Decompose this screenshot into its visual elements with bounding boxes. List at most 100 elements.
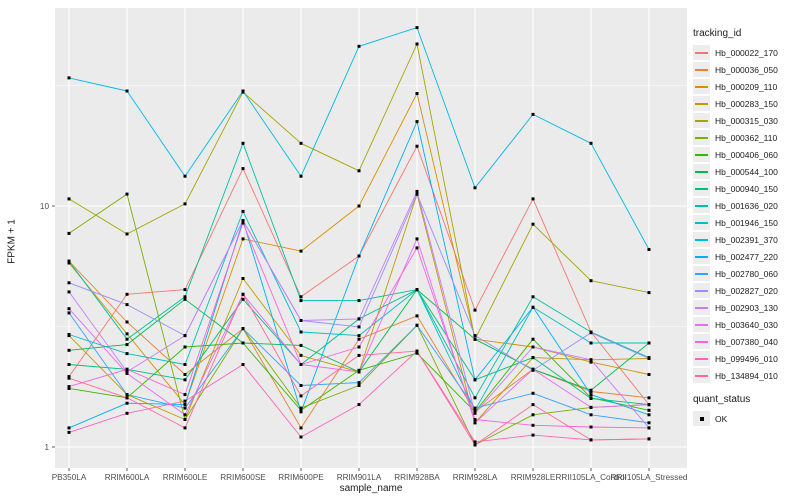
legend-line-icon	[695, 340, 708, 343]
data-point	[183, 295, 187, 299]
data-point	[415, 120, 419, 124]
data-point	[299, 394, 303, 398]
legend-line-icon	[695, 51, 708, 54]
legend-key-swatch	[693, 300, 710, 315]
data-point	[125, 292, 129, 296]
data-point	[647, 248, 651, 251]
legend-item-Hb_003640_030: Hb_003640_030	[693, 316, 799, 333]
legend-line-icon	[695, 374, 708, 377]
legend-item-Hb_000544_100: Hb_000544_100	[693, 163, 799, 180]
data-point	[299, 406, 303, 410]
data-point	[531, 222, 535, 226]
data-point	[357, 317, 361, 321]
data-point	[415, 42, 419, 46]
data-point	[125, 411, 129, 415]
data-point	[589, 388, 593, 392]
data-point	[473, 378, 477, 382]
x-tick-label: RRII105LA_Stressed	[611, 473, 688, 482]
data-point	[473, 396, 477, 400]
data-point	[299, 353, 303, 357]
legend-line-icon	[695, 102, 708, 105]
data-point	[415, 323, 419, 327]
data-point	[125, 303, 129, 307]
data-point	[299, 384, 303, 387]
data-point	[67, 76, 71, 80]
data-point	[183, 418, 187, 421]
data-point	[647, 396, 651, 400]
data-point	[357, 381, 361, 385]
data-point	[589, 425, 593, 429]
data-point	[67, 259, 71, 263]
data-point	[357, 254, 361, 258]
data-point	[415, 349, 419, 353]
data-point	[299, 141, 303, 145]
data-point	[473, 421, 477, 425]
legend-item-ok: OK	[693, 410, 799, 427]
data-point	[473, 418, 477, 421]
legend-item-label: Hb_003640_030	[715, 319, 778, 330]
legend-item-label: Hb_000022_170	[715, 47, 778, 58]
data-point	[473, 334, 477, 338]
data-point	[67, 375, 71, 379]
data-point	[473, 337, 477, 341]
data-point	[125, 367, 129, 371]
legend-line-icon	[695, 204, 708, 207]
legend-item-Hb_002780_060: Hb_002780_060	[693, 265, 799, 282]
data-point	[647, 426, 651, 430]
legend-key-swatch	[693, 96, 710, 111]
data-point	[589, 405, 593, 409]
data-point	[67, 430, 71, 434]
data-point	[415, 144, 419, 148]
legend-line-icon	[695, 306, 708, 309]
data-point	[473, 408, 477, 412]
legend-item-label: Hb_000036_050	[715, 64, 778, 75]
data-point	[299, 299, 303, 303]
data-point	[183, 334, 187, 338]
data-point	[415, 246, 419, 250]
data-point	[299, 295, 303, 299]
x-tick-label: RRIM600SE	[220, 473, 266, 482]
legend-key-swatch	[693, 266, 710, 281]
data-point	[241, 141, 245, 145]
data-point	[589, 393, 593, 397]
data-point	[241, 292, 245, 296]
legend-item-label: Hb_007380_040	[715, 336, 778, 347]
data-point	[241, 277, 245, 280]
legend-item-label: Hb_000940_150	[715, 183, 778, 194]
legend-item-Hb_000362_110: Hb_000362_110	[693, 129, 799, 146]
legend-key-swatch	[693, 113, 710, 128]
legend-line-icon	[695, 272, 708, 275]
legend-key-swatch	[693, 368, 710, 383]
legend-item-label: Hb_134894_010	[715, 370, 778, 381]
y-tick-label: 1	[44, 443, 49, 452]
legend-line-icon	[695, 289, 708, 292]
data-point	[589, 279, 593, 283]
data-point	[299, 343, 303, 347]
data-point	[531, 112, 535, 116]
legend-line-icon	[695, 136, 708, 139]
legend-item-label: Hb_000406_060	[715, 149, 778, 160]
data-point	[589, 358, 593, 362]
data-point	[67, 385, 71, 389]
data-point	[241, 89, 245, 93]
legend-key-swatch	[693, 130, 710, 145]
ok-key-swatch	[693, 411, 710, 426]
legend-key-swatch	[693, 181, 710, 196]
data-point	[125, 401, 129, 405]
data-point	[647, 408, 651, 412]
legend-item-label: Hb_002780_060	[715, 268, 778, 279]
legend-key-swatch	[693, 334, 710, 349]
x-tick-label: RRIM600LE	[163, 473, 208, 482]
data-point	[531, 295, 535, 299]
data-point	[67, 348, 71, 352]
data-point	[183, 174, 187, 178]
legend-items: Hb_000022_170 Hb_000036_050 Hb_000209_110 H…	[693, 44, 799, 384]
data-point	[357, 334, 361, 338]
legend-item-label: Hb_099496_010	[715, 353, 778, 364]
data-point	[241, 221, 245, 225]
data-point	[183, 403, 187, 407]
x-axis-title: sample_name	[339, 483, 403, 494]
legend-line-icon	[695, 68, 708, 71]
legend-line-icon	[695, 221, 708, 224]
